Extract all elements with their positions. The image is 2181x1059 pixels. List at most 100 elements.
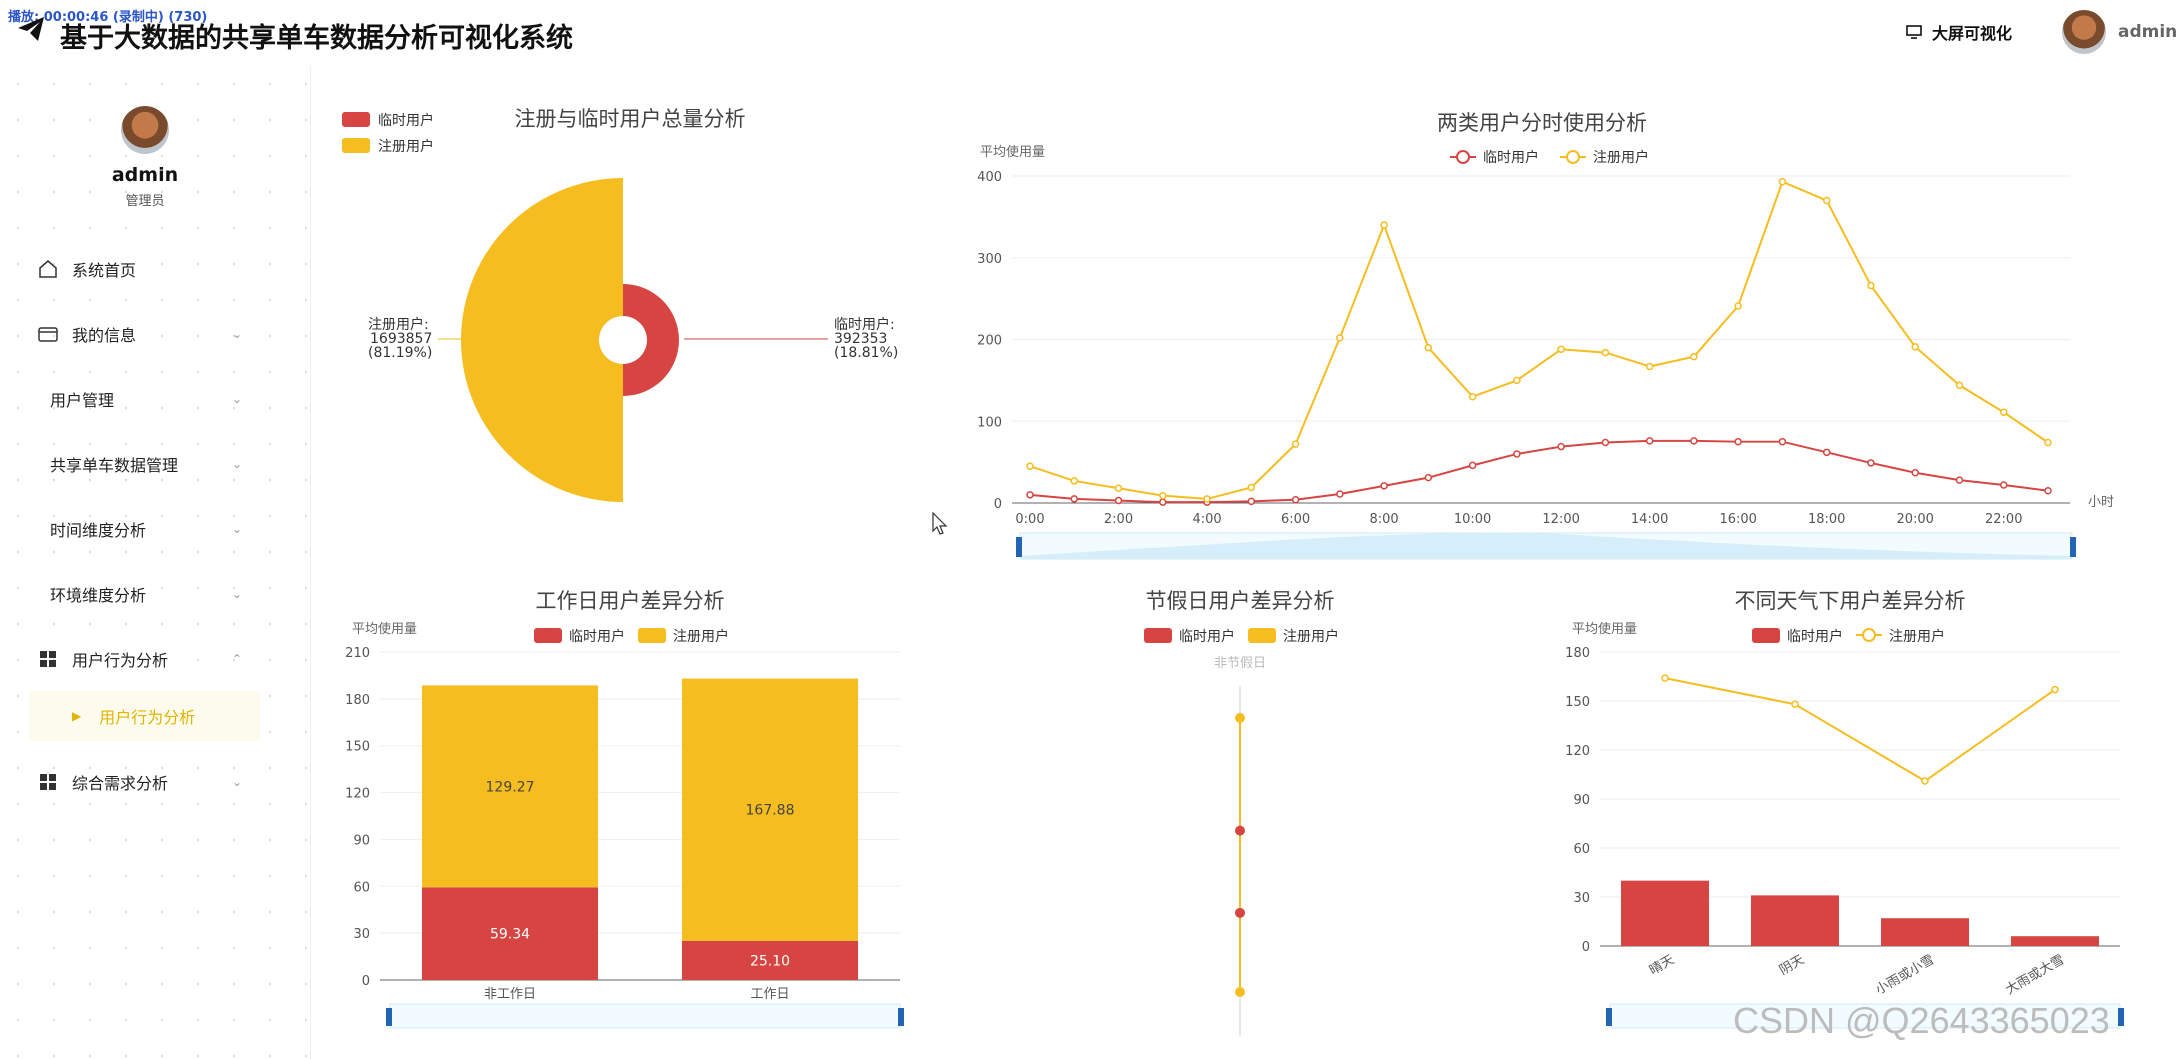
bar[interactable] [2011, 936, 2099, 946]
data-point[interactable] [1159, 491, 1167, 500]
data-point[interactable] [1468, 461, 1477, 470]
submenu-item-behavior-analysis[interactable]: ▶ 用户行为分析 [30, 691, 260, 741]
bar-segment[interactable] [682, 678, 858, 941]
legend-swatch[interactable] [638, 628, 666, 643]
big-screen-button[interactable]: 大屏可视化 [1906, 20, 2012, 44]
bar-segment[interactable] [422, 887, 598, 980]
data-point[interactable] [1203, 495, 1211, 503]
sidebar-item-behavior-analysis[interactable]: 用户行为分析 ⌃ [0, 626, 290, 691]
legend-swatch[interactable] [1248, 628, 1276, 643]
data-point[interactable] [1235, 987, 1245, 997]
zoom-handle-left[interactable] [386, 1008, 392, 1026]
data-point[interactable] [1999, 408, 2008, 417]
sidebar-item-user-management[interactable]: 用户管理 ⌄ [0, 366, 290, 431]
data-point[interactable] [1070, 495, 1079, 503]
legend-marker[interactable] [1456, 150, 1470, 164]
legend-swatch-registered[interactable] [342, 138, 370, 153]
x-axis-unit: 小时 [2088, 495, 2114, 510]
data-point[interactable] [1867, 459, 1875, 467]
legend-swatch-casual[interactable] [342, 112, 370, 127]
data-point[interactable] [1557, 442, 1565, 451]
legend-label: 临时用户 [1787, 628, 1843, 645]
data-point[interactable] [1791, 700, 1799, 709]
pie-slice-casual[interactable] [623, 284, 679, 396]
data-point[interactable] [1822, 196, 1831, 205]
data-point[interactable] [2044, 486, 2052, 495]
data-point[interactable] [1690, 352, 1698, 361]
user-menu[interactable]: admin [2062, 10, 2177, 54]
data-point[interactable] [1114, 484, 1123, 493]
data-point[interactable] [1247, 497, 1256, 506]
data-point[interactable] [1955, 381, 1964, 390]
data-point[interactable] [1235, 907, 1245, 918]
data-point[interactable] [1601, 348, 1610, 357]
data-point[interactable] [2044, 438, 2052, 447]
legend-swatch[interactable] [1752, 628, 1780, 643]
user-name: admin [2118, 22, 2178, 42]
data-point[interactable] [1114, 496, 1123, 505]
sidebar-item-home[interactable]: 系统首页 [0, 236, 290, 301]
sidebar-item-demand-analysis[interactable]: 综合需求分析 ⌄ [0, 749, 290, 814]
pie-slice-registered[interactable] [461, 178, 623, 502]
series-line[interactable] [1664, 677, 2056, 783]
data-point[interactable] [1778, 437, 1787, 446]
data-point[interactable] [1247, 483, 1256, 492]
data-point[interactable] [1026, 462, 1034, 470]
zoom-handle-right[interactable] [2118, 1008, 2124, 1026]
data-point[interactable] [1159, 498, 1167, 506]
data-point[interactable] [1380, 482, 1388, 490]
data-point[interactable] [1513, 450, 1521, 458]
data-point[interactable] [1336, 490, 1344, 498]
data-point[interactable] [1380, 221, 1388, 229]
data-point[interactable] [2051, 685, 2059, 694]
data-point[interactable] [1336, 334, 1344, 342]
legend-marker[interactable] [1862, 628, 1876, 642]
bar-segment[interactable] [422, 685, 598, 888]
data-point[interactable] [1235, 713, 1245, 723]
data-point[interactable] [1645, 437, 1654, 445]
data-point[interactable] [1513, 376, 1521, 385]
data-point[interactable] [1070, 477, 1079, 485]
data-point[interactable] [1921, 777, 1929, 785]
series-line[interactable] [1029, 180, 2049, 500]
zoom-handle-right[interactable] [898, 1008, 904, 1026]
data-point[interactable] [1999, 481, 2008, 489]
data-point[interactable] [1557, 345, 1565, 354]
bar-segment[interactable] [682, 940, 858, 980]
data-point[interactable] [1661, 674, 1669, 682]
data-point[interactable] [1734, 302, 1742, 310]
bar[interactable] [1881, 918, 1969, 946]
zoom-handle-left[interactable] [1606, 1008, 1612, 1026]
data-point[interactable] [1601, 438, 1610, 447]
data-point[interactable] [1645, 362, 1654, 371]
data-point[interactable] [1690, 437, 1698, 445]
zoom-handle-right[interactable] [2070, 537, 2076, 557]
sidebar-item-bike-data[interactable]: 共享单车数据管理 ⌄ [0, 431, 290, 496]
data-point[interactable] [1911, 469, 1919, 477]
legend-swatch[interactable] [534, 628, 562, 643]
sidebar-item-time-analysis[interactable]: 时间维度分析 ⌄ [0, 496, 290, 561]
data-point[interactable] [1822, 448, 1831, 457]
data-point[interactable] [1734, 437, 1742, 446]
data-point[interactable] [1235, 825, 1245, 836]
bar[interactable] [1621, 880, 1709, 946]
data-point[interactable] [1955, 476, 1964, 484]
zoom-preview [1020, 532, 2072, 559]
data-point[interactable] [1468, 392, 1477, 401]
series-line[interactable] [1029, 439, 2049, 504]
data-point[interactable] [1291, 495, 1300, 504]
zoom-handle-left[interactable] [1016, 537, 1022, 557]
data-point[interactable] [1911, 343, 1919, 351]
data-point[interactable] [1778, 177, 1787, 186]
data-point[interactable] [1424, 343, 1433, 352]
data-point[interactable] [1291, 440, 1300, 448]
data-point[interactable] [1026, 491, 1034, 499]
bar[interactable] [1751, 895, 1839, 946]
sidebar-item-my-info[interactable]: 我的信息 ⌄ [0, 301, 290, 366]
data-point[interactable] [1867, 281, 1875, 290]
sidebar-item-env-analysis[interactable]: 环境维度分析 ⌄ [0, 561, 290, 626]
legend-marker[interactable] [1566, 150, 1580, 164]
zoom-slider[interactable] [389, 1003, 901, 1029]
legend-swatch[interactable] [1144, 628, 1172, 643]
data-point[interactable] [1424, 473, 1433, 482]
